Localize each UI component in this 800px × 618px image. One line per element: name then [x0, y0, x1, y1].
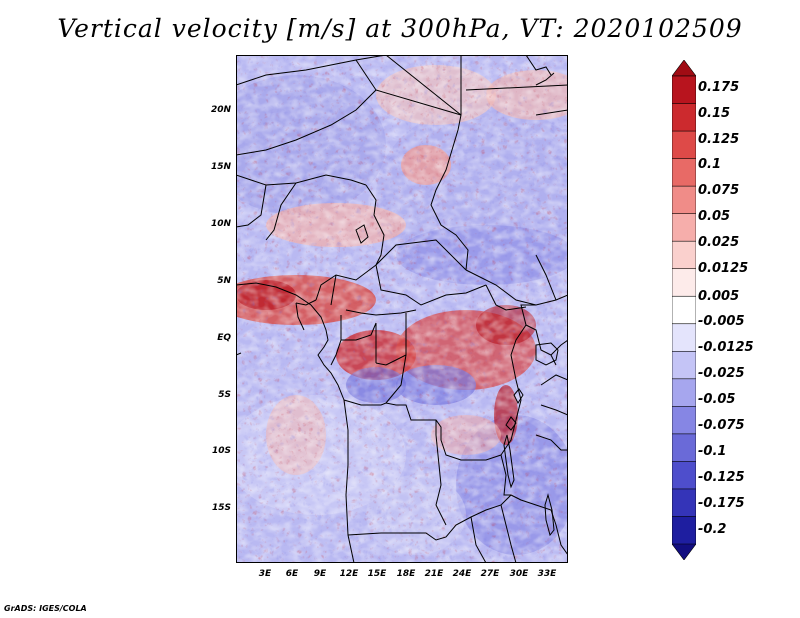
colorbar-label: 0.05 — [698, 209, 731, 224]
colorbar-bin — [672, 406, 696, 435]
colorbar-label: 0.175 — [698, 80, 740, 95]
colorbar-bin — [672, 240, 696, 270]
country-borders — [236, 55, 568, 563]
lat-label-eq: EQ — [217, 333, 231, 343]
lon-label-33e: 33E — [537, 569, 557, 579]
colorbar-label: -0.2 — [698, 522, 727, 537]
colorbar-label: 0.125 — [698, 132, 740, 147]
lon-label-18e: 18E — [396, 569, 416, 579]
colorbar-bin — [672, 158, 696, 187]
colorbar-label: -0.05 — [698, 392, 736, 407]
colorbar-bin — [672, 60, 696, 77]
colorbar-label: -0.075 — [698, 418, 745, 433]
colorbar-label: -0.005 — [698, 314, 745, 329]
colorbar-bin — [672, 185, 696, 215]
lat-label-10s: 10S — [211, 446, 231, 456]
colorbar-label: -0.175 — [698, 496, 745, 511]
colorbar-label: -0.125 — [698, 470, 745, 485]
colorbar-bin — [672, 323, 696, 352]
colorbar-label: -0.025 — [698, 366, 745, 381]
lon-label-27e: 27E — [480, 569, 500, 579]
colorbar-label: -0.0125 — [698, 340, 754, 355]
lat-label-15n: 15N — [210, 162, 231, 172]
lon-label-15e: 15E — [367, 569, 387, 579]
colorbar-label: 0.1 — [698, 157, 722, 172]
map-frame — [236, 55, 568, 563]
lat-label-10n: 10N — [210, 219, 231, 229]
colorbar-bin — [672, 433, 696, 463]
lon-label-12e: 12E — [339, 569, 359, 579]
lat-label-20n: 20N — [210, 105, 231, 115]
colorbar-label: 0.005 — [698, 289, 740, 304]
field-texture-blue — [236, 55, 568, 563]
colorbar-bin — [672, 295, 696, 325]
vertical-velocity-map — [236, 55, 568, 563]
colorbar-bin — [672, 461, 696, 490]
lon-label-9e: 9E — [313, 569, 327, 579]
lat-label-5s: 5S — [218, 390, 231, 400]
grads-credit: GrADS: IGES/COLA — [4, 604, 87, 613]
map-title: Vertical velocity [m/s] at 300hPa, VT: 2… — [57, 14, 743, 43]
colorbar-bin — [672, 75, 696, 105]
colorbar-bin — [672, 543, 696, 560]
colorbar-bin — [672, 378, 696, 408]
colorbar — [672, 60, 696, 560]
colorbar-bin — [672, 213, 696, 242]
colorbar-label: 0.15 — [698, 106, 731, 121]
lat-label-5n: 5N — [217, 276, 231, 286]
lon-label-3e: 3E — [258, 569, 272, 579]
colorbar-label: -0.1 — [698, 444, 727, 459]
colorbar-label: 0.075 — [698, 183, 740, 198]
colorbar-bin — [672, 350, 696, 380]
lat-label-15s: 15S — [211, 503, 231, 513]
colorbar-bin — [672, 130, 696, 160]
colorbar-label: 0.0125 — [698, 261, 749, 276]
lon-label-24e: 24E — [452, 569, 472, 579]
lon-label-21e: 21E — [424, 569, 444, 579]
lon-label-30e: 30E — [509, 569, 529, 579]
colorbar-bin — [672, 516, 696, 545]
colorbar-bin — [672, 488, 696, 518]
colorbar-bin — [672, 268, 696, 297]
lon-label-6e: 6E — [285, 569, 299, 579]
colorbar-label: 0.025 — [698, 235, 740, 250]
colorbar-bin — [672, 103, 696, 132]
